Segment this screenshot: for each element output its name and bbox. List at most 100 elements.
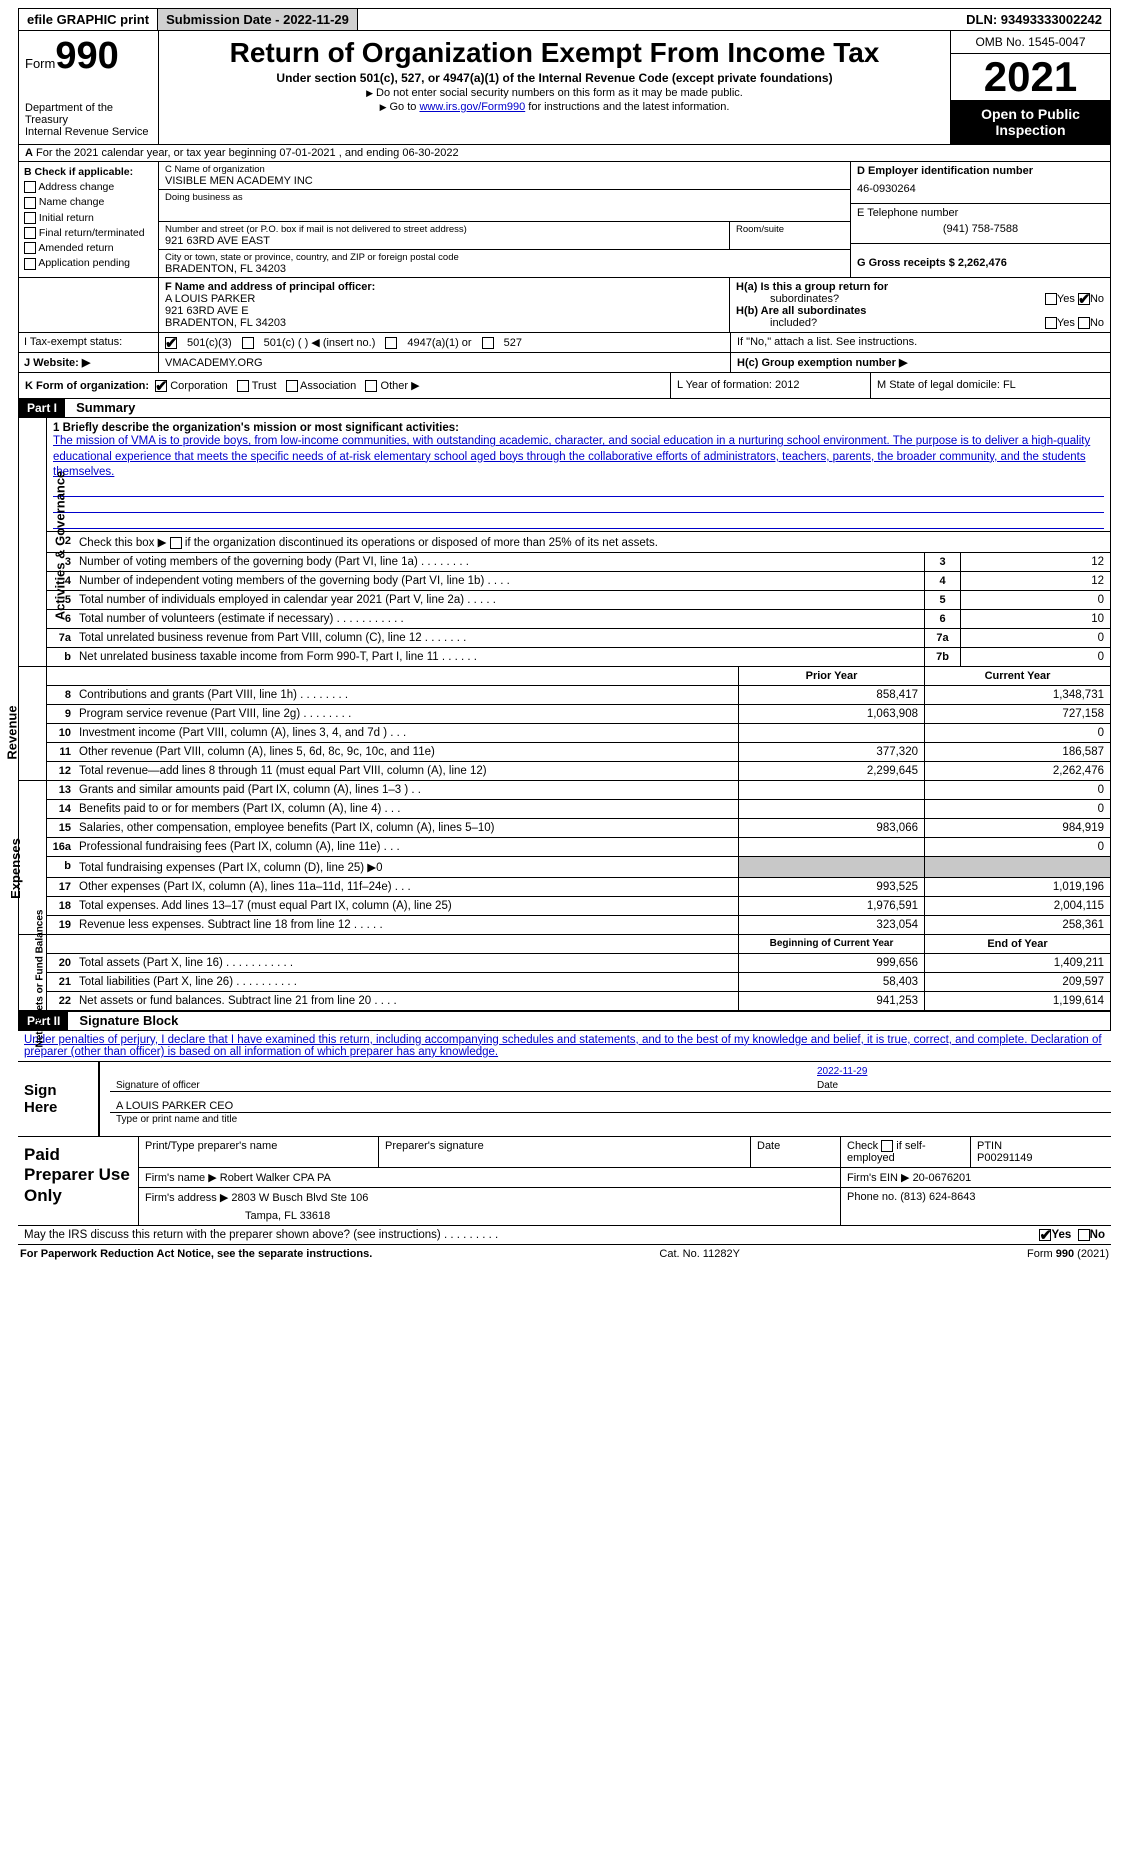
- discuss-no[interactable]: [1078, 1229, 1090, 1241]
- rev-row: 9Program service revenue (Part VIII, lin…: [47, 705, 1110, 724]
- vtab-governance: Activities & Governance: [52, 471, 67, 621]
- cb-name[interactable]: Name change: [24, 195, 153, 210]
- cb-address[interactable]: Address change: [24, 180, 153, 195]
- vtab-revenue: Revenue: [5, 705, 20, 759]
- c-name-label: C Name of organization: [165, 164, 844, 175]
- officer-addr2: BRADENTON, FL 34203: [165, 317, 723, 329]
- cb-corp[interactable]: [155, 380, 167, 392]
- mission-text: The mission of VMA is to provide boys, f…: [53, 434, 1104, 481]
- header-right: OMB No. 1545-0047 2021 Open to PublicIns…: [950, 31, 1110, 144]
- exp-row: bTotal fundraising expenses (Part IX, co…: [47, 857, 1110, 878]
- room-label: Room/suite: [736, 224, 844, 235]
- part1-badge: Part I: [19, 399, 65, 417]
- cb-amended[interactable]: Amended return: [24, 241, 153, 256]
- cb-527[interactable]: [482, 337, 494, 349]
- l-year: L Year of formation: 2012: [670, 373, 870, 398]
- gov-row: 3Number of voting members of the governi…: [47, 553, 1110, 572]
- vtab-expenses: Expenses: [8, 838, 23, 899]
- form-990-page: efile GRAPHIC print Submission Date - 20…: [0, 0, 1129, 1268]
- form-number: 990: [55, 35, 118, 77]
- rev-row: 8Contributions and grants (Part VIII, li…: [47, 686, 1110, 705]
- cb-final[interactable]: Final return/terminated: [24, 226, 153, 241]
- col-b-checkboxes: B Check if applicable: Address change Na…: [19, 162, 159, 277]
- prep-ptin: PTINP00291149: [971, 1137, 1111, 1167]
- rev-row: 12Total revenue—add lines 8 through 11 (…: [47, 762, 1110, 780]
- b-title: B Check if applicable:: [24, 165, 153, 180]
- firm-phone: Phone no. (813) 624-8643: [841, 1188, 1111, 1225]
- officer-name: A LOUIS PARKER: [165, 293, 723, 305]
- firm-addr: Firm's address ▶ 2803 W Busch Blvd Ste 1…: [139, 1188, 841, 1225]
- row-j: J Website: ▶ VMACADEMY.ORG H(c) Group ex…: [18, 353, 1111, 373]
- firm-name: Firm's name ▶ Robert Walker CPA PA: [139, 1168, 841, 1187]
- discuss-row: May the IRS discuss this return with the…: [18, 1226, 1111, 1245]
- gov-row: 5Total number of individuals employed in…: [47, 591, 1110, 610]
- officer-typed-name: A LOUIS PARKER CEO: [110, 1100, 1111, 1112]
- f-left-blank: [19, 278, 159, 332]
- form-word: Form: [25, 56, 55, 71]
- cb-assoc[interactable]: [286, 380, 298, 392]
- note-ssn: Do not enter social security numbers on …: [169, 87, 940, 99]
- ha-yes[interactable]: [1045, 293, 1057, 305]
- type-name-label: Type or print name and title: [110, 1113, 1111, 1126]
- dept-treasury: Department of the Treasury: [25, 102, 152, 126]
- preparer-title: Paid Preparer Use Only: [18, 1137, 138, 1225]
- exp-row: 17Other expenses (Part IX, column (A), l…: [47, 878, 1110, 897]
- cb-self-employed[interactable]: [881, 1140, 893, 1152]
- gov-section: Activities & Governance 1 Briefly descri…: [18, 418, 1111, 667]
- org-name: VISIBLE MEN ACADEMY INC: [165, 175, 844, 187]
- cb-501c[interactable]: [242, 337, 254, 349]
- cb-trust[interactable]: [237, 380, 249, 392]
- hb-yes[interactable]: [1045, 317, 1057, 329]
- sig-date-label: Date: [817, 1080, 838, 1091]
- cb-501c3[interactable]: [165, 337, 177, 349]
- exp-row: 16aProfessional fundraising fees (Part I…: [47, 838, 1110, 857]
- header-middle: Return of Organization Exempt From Incom…: [159, 31, 950, 144]
- j-label: J Website: ▶: [19, 353, 159, 372]
- irs-link[interactable]: www.irs.gov/Form990: [419, 101, 525, 113]
- rev-row: 10Investment income (Part VIII, column (…: [47, 724, 1110, 743]
- exp-row: 18Total expenses. Add lines 13–17 (must …: [47, 897, 1110, 916]
- open-inspection: Open to PublicInspection: [951, 100, 1110, 144]
- sig-date-value: 2022-11-29: [817, 1066, 867, 1077]
- curr-year-hdr: Current Year: [924, 667, 1110, 685]
- submission-date-button[interactable]: Submission Date - 2022-11-29: [158, 9, 358, 30]
- discuss-yes[interactable]: [1039, 1229, 1051, 1241]
- prior-year-hdr: Prior Year: [738, 667, 924, 685]
- hb-no[interactable]: [1078, 317, 1090, 329]
- section-text: Under section 501(c), 527, or 4947(a)(1)…: [169, 71, 940, 85]
- firm-ein: Firm's EIN ▶ 20-0676201: [841, 1168, 1111, 1187]
- row-a: A For the 2021 calendar year, or tax yea…: [18, 145, 1111, 162]
- discuss-text: May the IRS discuss this return with the…: [24, 1229, 1039, 1241]
- col-deg: D Employer identification number46-09302…: [850, 162, 1110, 277]
- ha-no[interactable]: [1078, 293, 1090, 305]
- cb-other[interactable]: [365, 380, 377, 392]
- vtab-netassets: Net Assets or Fund Balances: [35, 909, 46, 1047]
- cb-4947[interactable]: [385, 337, 397, 349]
- dba-label: Doing business as: [165, 192, 844, 203]
- declaration-text: Under penalties of perjury, I declare th…: [18, 1031, 1111, 1062]
- h-note: If "No," attach a list. See instructions…: [730, 333, 1110, 352]
- gov-row: 7aTotal unrelated business revenue from …: [47, 629, 1110, 648]
- dln-label: DLN: 93493333002242: [958, 9, 1110, 30]
- exp-row: 14Benefits paid to or for members (Part …: [47, 800, 1110, 819]
- i-label: I Tax-exempt status:: [19, 333, 159, 352]
- footer-right: Form 990 (2021): [1027, 1248, 1109, 1260]
- mission-label: 1 Briefly describe the organization's mi…: [53, 422, 1104, 434]
- street-label: Number and street (or P.O. box if mail i…: [165, 224, 723, 235]
- begin-year-hdr: Beginning of Current Year: [738, 935, 924, 953]
- cb-initial[interactable]: Initial return: [24, 211, 153, 226]
- cb-discontinued[interactable]: [170, 537, 182, 549]
- rev-row: 11Other revenue (Part VIII, column (A), …: [47, 743, 1110, 762]
- preparer-block: Paid Preparer Use Only Print/Type prepar…: [18, 1137, 1111, 1226]
- prep-name-hdr: Print/Type preparer's name: [139, 1137, 379, 1167]
- efile-label: efile GRAPHIC print: [19, 9, 158, 30]
- header-left: Form990 Department of the Treasury Inter…: [19, 31, 159, 144]
- mission-block: 1 Briefly describe the organization's mi…: [47, 418, 1110, 532]
- part2-title: Signature Block: [79, 1013, 178, 1028]
- cb-app-pending[interactable]: Application pending: [24, 256, 153, 271]
- footer-left: For Paperwork Reduction Act Notice, see …: [20, 1248, 372, 1260]
- k-form-org: K Form of organization: Corporation Trus…: [19, 373, 670, 398]
- e-label: E Telephone number: [857, 207, 1104, 219]
- section-bcd: B Check if applicable: Address change Na…: [18, 162, 1111, 278]
- gov-row: bNet unrelated business taxable income f…: [47, 648, 1110, 666]
